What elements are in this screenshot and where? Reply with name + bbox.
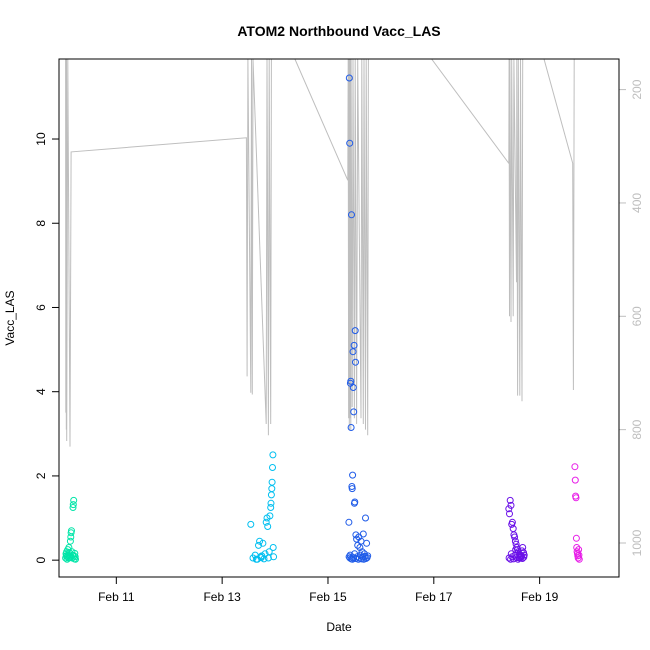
data-point-series-4 [515,554,523,562]
depth-line-layer [65,58,575,447]
data-point-series-5 [571,476,579,484]
data-point-series-2 [259,539,267,547]
data-point-series-3 [363,554,371,562]
data-point-series-4 [507,550,515,558]
y-axis-label: Vacc_LAS [3,290,17,345]
data-point-series-1 [68,527,75,535]
data-point-series-2 [269,464,276,471]
data-point-series-3 [345,74,353,82]
data-point-series-1 [70,496,78,504]
y-tick-label: 8 [34,220,48,227]
data-point-series-5 [571,463,579,471]
y-tick-label: 4 [34,388,48,395]
data-point-series-4 [507,501,515,509]
data-point-series-3 [351,498,359,506]
data-point-series-2 [255,541,262,549]
data-point-series-4 [511,533,519,541]
data-point-series-2 [269,451,277,459]
x-tick-label: Feb 17 [415,590,453,604]
data-point-series-1 [69,501,77,509]
data-point-series-2 [267,491,275,499]
data-point-series-2 [267,499,275,507]
data-point-series-3 [348,211,355,219]
data-point-series-3 [363,539,371,547]
data-point-series-4 [519,544,527,551]
y2-tick-label: 800 [630,419,644,439]
data-point-series-3 [362,514,369,522]
data-point-series-4 [506,510,513,518]
x-axis: Feb 11 Feb 13 Feb 15 Feb 17 Feb 19 [98,577,559,604]
depth-line [65,58,575,447]
data-point-series-2 [268,478,276,486]
y2-tick-label: 200 [630,79,644,99]
y2-tick-label: 400 [630,193,644,213]
data-point-series-3 [347,377,355,385]
x-tick-label: Feb 19 [521,590,559,604]
x-tick-label: Feb 11 [98,590,135,604]
y2-tick-label: 1000 [630,529,644,556]
data-point-series-3 [352,358,359,366]
data-point-series-4 [518,547,526,555]
data-point-series-3 [346,139,354,147]
scatter-points-layer [62,74,583,563]
data-point-series-2 [266,512,274,520]
plot-frame [58,58,620,578]
data-point-series-4 [520,553,528,561]
y-tick-label: 0 [34,556,48,563]
data-point-series-2 [268,485,276,493]
data-point-series-1 [72,555,79,563]
y2-tick-label: 600 [630,306,644,326]
data-point-series-3 [350,408,358,416]
data-point-series-3 [359,530,367,538]
data-point-series-3 [350,341,358,349]
data-point-series-2 [267,504,275,511]
x-tick-label: Feb 13 [203,590,241,604]
data-point-series-3 [362,555,370,562]
right-axis: 200 400 600 800 1000 [619,79,644,556]
data-point-series-2 [265,548,273,556]
data-point-series-5 [572,534,580,542]
y-tick-label: 2 [34,472,48,479]
data-point-series-5 [574,554,582,562]
data-point-series-2 [252,555,260,563]
data-point-series-5 [575,555,583,563]
y-tick-label: 10 [34,132,48,146]
data-point-series-1 [66,537,74,545]
data-point-series-2 [269,544,277,551]
data-point-series-4 [511,537,519,545]
y-axis: 0 2 4 6 8 10 [34,132,59,563]
data-point-series-3 [347,424,355,431]
data-point-series-2 [270,553,278,561]
data-point-series-4 [506,496,514,504]
data-point-series-3 [357,551,364,559]
x-axis-label: Date [326,620,352,634]
data-point-series-5 [575,551,583,559]
chart-title: ATOM2 Northbound Vacc_LAS [237,23,440,39]
data-point-series-2 [262,518,270,526]
x-tick-label: Feb 15 [309,590,347,604]
data-point-series-2 [257,554,265,562]
data-point-series-3 [345,518,353,526]
data-point-series-1 [69,504,77,511]
data-point-series-2 [247,520,255,528]
data-point-series-4 [512,546,520,554]
data-point-series-3 [348,485,356,493]
data-point-series-3 [349,471,357,479]
data-point-series-3 [351,327,359,335]
data-point-series-3 [354,541,362,549]
data-point-series-4 [518,555,526,562]
y-tick-label: 6 [34,304,48,311]
data-point-series-2 [264,523,272,530]
data-point-series-5 [572,494,580,502]
data-point-series-2 [261,550,269,558]
data-point-series-3 [349,384,357,391]
data-point-series-1 [71,553,79,561]
